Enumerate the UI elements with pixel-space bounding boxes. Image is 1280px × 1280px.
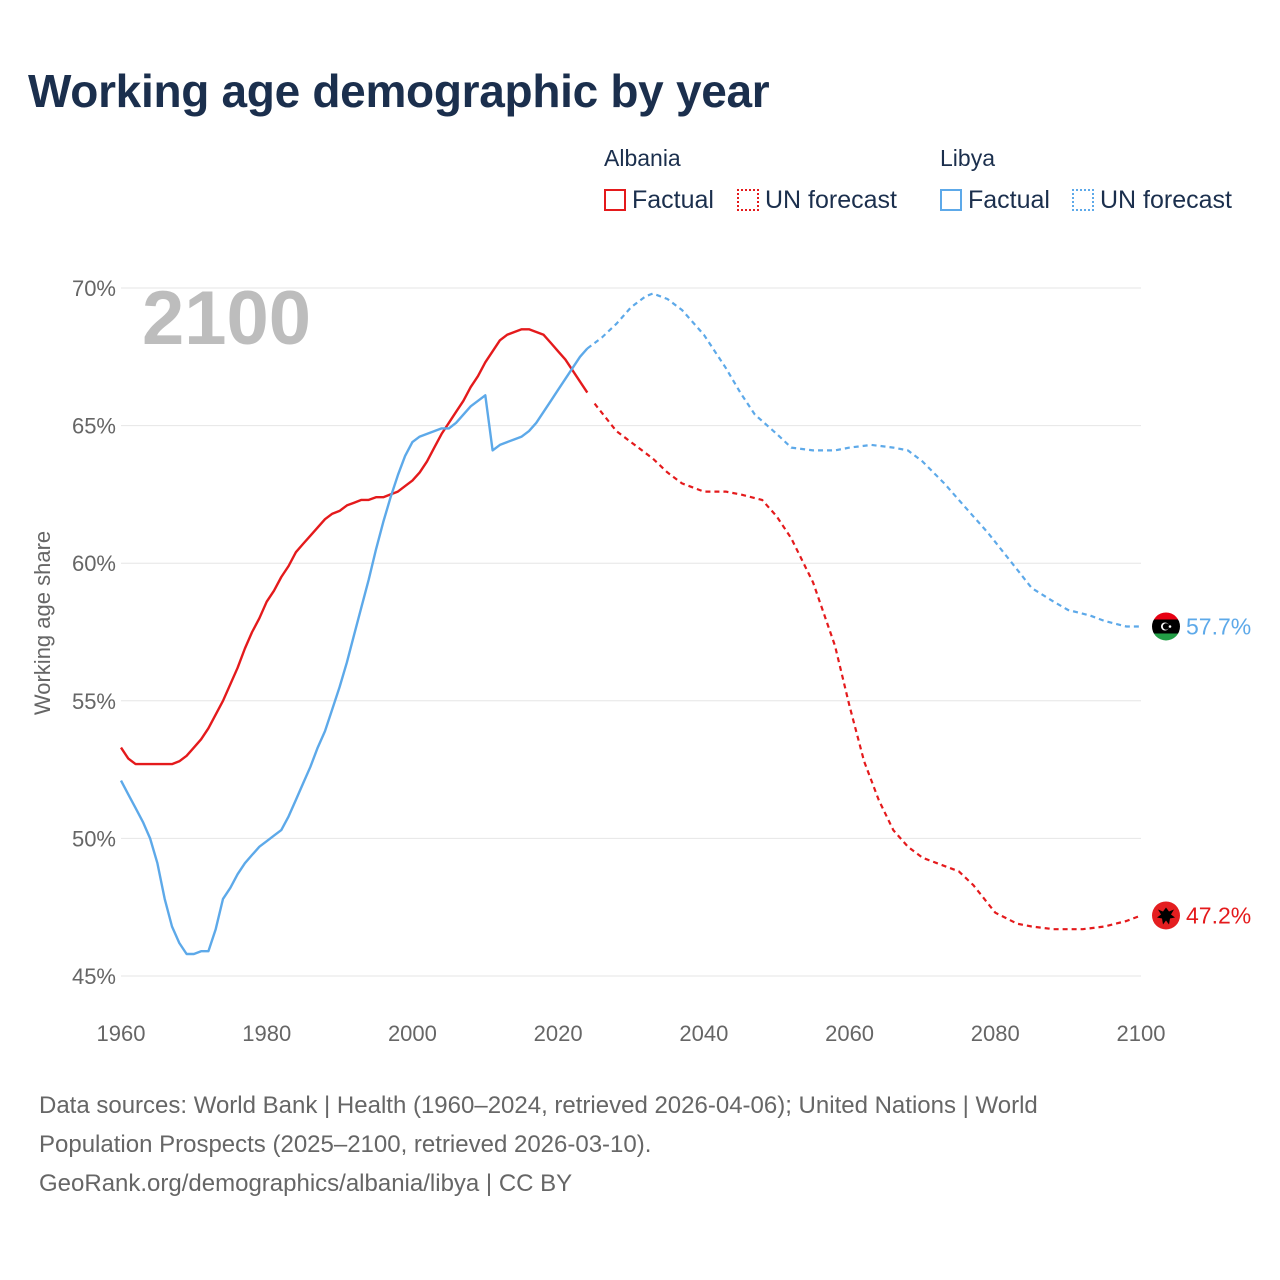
legend-albania-forecast-label: UN forecast (765, 185, 897, 214)
legend-albania-factual[interactable]: Factual (604, 185, 714, 215)
gridlines (121, 287, 1141, 977)
line-chart: 45% 50% 55% 60% 65% 70% 1960 1980 2000 2020 2040 2… (30, 276, 1251, 1046)
x-tick-label: 1980 (242, 1021, 291, 1046)
y-tick-label: 50% (72, 826, 116, 851)
albania-forecast-line[interactable] (593, 402, 1142, 931)
x-tick-label: 2080 (971, 1021, 1020, 1046)
x-tick-label: 2100 (1117, 1021, 1166, 1046)
y-tick-label: 45% (72, 964, 116, 989)
year-display: 2100 (142, 276, 311, 361)
footer-attribution[interactable]: GeoRank.org/demographics/albania/libya |… (39, 1170, 573, 1197)
legend-libya-forecast-swatch (1072, 189, 1094, 211)
x-tick-label: 1960 (97, 1021, 146, 1046)
legend-albania-forecast-swatch (737, 189, 759, 211)
y-tick-label: 65% (72, 414, 116, 439)
footer: Data sources: World Bank | Health (1960–… (39, 1086, 1239, 1203)
series-lines (119, 292, 1142, 956)
footer-sources-line2: Population Prospects (2025–2100, retriev… (39, 1131, 652, 1158)
albania-flag-icon (1152, 901, 1180, 930)
y-axis-ticks: 45% 50% 55% 60% 65% 70% (72, 276, 116, 989)
libya-end-value-label: 57.7% (1186, 613, 1251, 639)
legend-libya-factual[interactable]: Factual (940, 185, 1050, 215)
legend-albania-factual-label: Factual (632, 185, 714, 214)
legend-libya-factual-label: Factual (968, 185, 1050, 214)
albania-factual-line[interactable] (120, 328, 589, 766)
x-tick-label: 2000 (388, 1021, 437, 1046)
chart-title: Working age demographic by year (28, 65, 770, 117)
legend-albania-forecast[interactable]: UN forecast (737, 185, 897, 215)
legend-albania-factual-swatch (604, 189, 626, 211)
x-tick-label: 2060 (825, 1021, 874, 1046)
y-axis-label: Working age share (30, 531, 55, 715)
legend-albania-title: Albania (604, 145, 681, 171)
x-tick-label: 2040 (679, 1021, 728, 1046)
libya-factual-line[interactable] (119, 347, 589, 956)
legend-libya-forecast-label: UN forecast (1100, 185, 1232, 214)
legend-libya-forecast[interactable]: UN forecast (1072, 185, 1232, 215)
libya-forecast-line[interactable] (586, 292, 1141, 628)
x-tick-label: 2020 (534, 1021, 583, 1046)
legend-libya-factual-swatch (940, 189, 962, 211)
y-tick-label: 60% (72, 551, 116, 576)
end-markers: 47.2% 57.7% (1152, 612, 1251, 930)
albania-end-value-label: 47.2% (1186, 902, 1251, 928)
y-tick-label: 55% (72, 689, 116, 714)
libya-flag-icon (1152, 612, 1180, 641)
y-tick-label: 70% (72, 276, 116, 301)
legend-libya-title: Libya (940, 145, 995, 171)
footer-sources-line1: Data sources: World Bank | Health (1960–… (39, 1092, 1038, 1119)
x-axis-ticks: 1960 1980 2000 2020 2040 2060 2080 2100 (97, 1021, 1166, 1046)
